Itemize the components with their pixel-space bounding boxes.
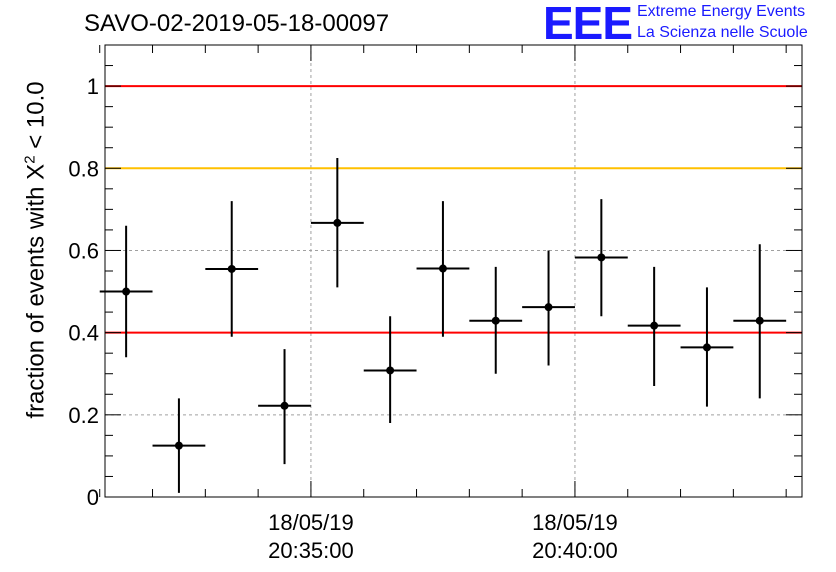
data-point-3 — [280, 401, 289, 410]
data-point-0 — [122, 287, 131, 296]
data-point-12 — [755, 316, 764, 325]
plot-frame — [104, 44, 803, 498]
data-point-7 — [491, 316, 500, 325]
x-tick-label-date-0: 18/05/19 — [268, 510, 354, 535]
data-point-5 — [386, 366, 395, 375]
tick-labels: 0 0.2 0.4 0.6 0.8 1 18/05/19 20:35:00 18/05/19 20… — [68, 74, 617, 563]
data-point-4 — [333, 218, 342, 227]
data-point-6 — [438, 264, 447, 273]
data-point-2 — [227, 264, 236, 273]
logo-subtitle-line1: Extreme Energy Events — [637, 3, 806, 20]
data-points — [99, 158, 787, 493]
y-tick-label-2: 0.4 — [68, 321, 99, 346]
data-point-1 — [174, 441, 183, 450]
data-point-9 — [597, 253, 606, 262]
y-tick-label-3: 0.6 — [68, 238, 99, 263]
y-tick-label-1: 0.2 — [68, 403, 99, 428]
x-tick-label-time-1: 20:40:00 — [532, 538, 618, 563]
eee-logo: EEE — [543, 0, 633, 49]
x-tick-label-date-1: 18/05/19 — [532, 510, 618, 535]
y-tick-label-4: 0.8 — [68, 156, 99, 181]
chart-title: SAVO-02-2019-05-18-00097 — [84, 10, 390, 37]
logo-subtitle-line2: La Scienza nelle Scuole — [637, 24, 808, 41]
y-tick-label-0: 0 — [87, 485, 99, 510]
x-tick-label-time-0: 20:35:00 — [268, 538, 354, 563]
grid-layer — [105, 45, 802, 497]
data-point-8 — [544, 303, 553, 312]
y-tick-label-5: 1 — [87, 74, 99, 99]
plot-frame-rect — [104, 44, 803, 498]
data-point-10 — [650, 321, 659, 330]
data-point-11 — [702, 343, 711, 352]
threshold-lines — [105, 85, 802, 334]
axis-ticks — [99, 44, 802, 498]
